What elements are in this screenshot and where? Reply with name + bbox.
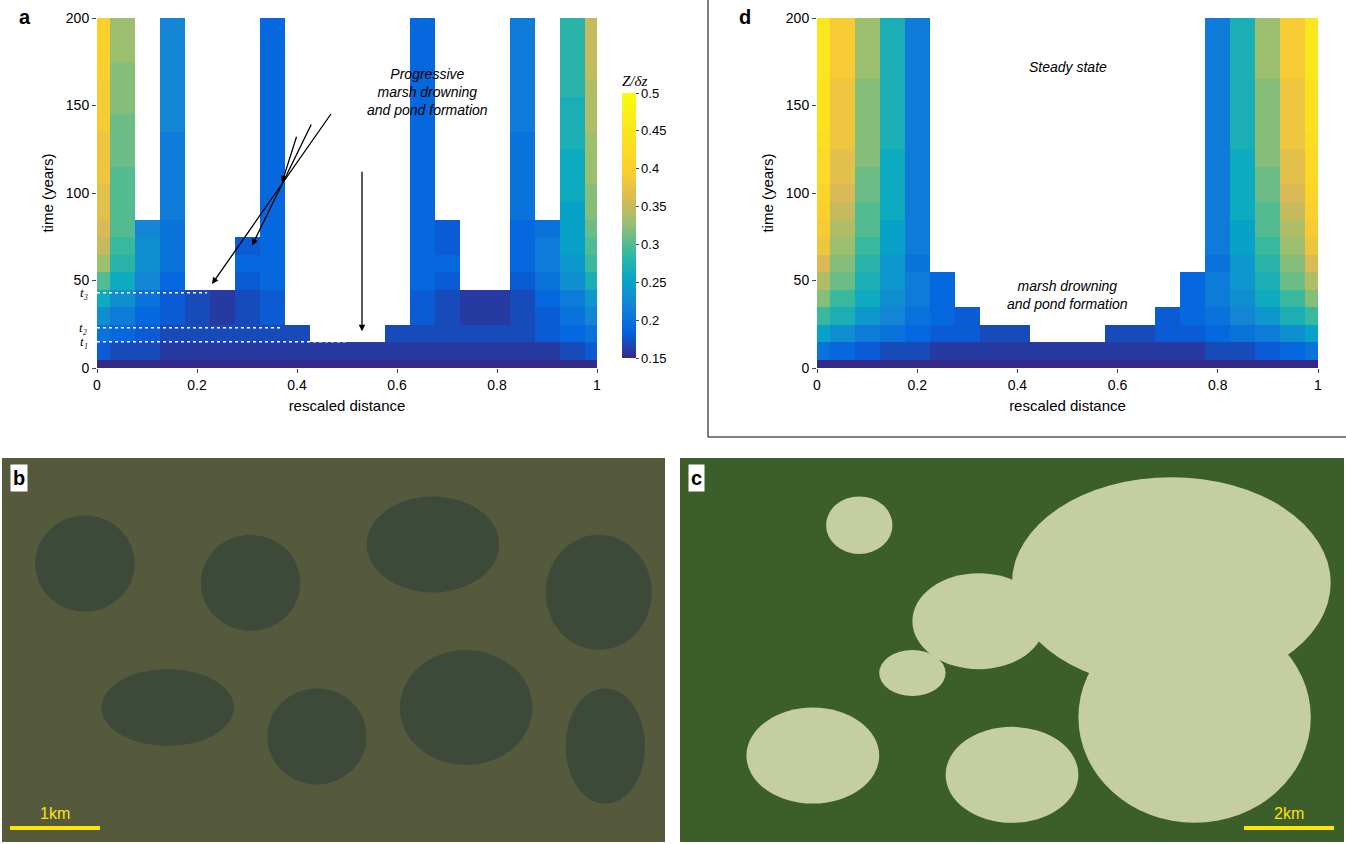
- svg-text:0.4: 0.4: [641, 161, 659, 176]
- svg-text:0.8: 0.8: [487, 377, 507, 393]
- svg-text:200: 200: [786, 10, 810, 26]
- svg-text:time (years): time (years): [759, 153, 776, 232]
- svg-text:rescaled distance: rescaled distance: [1009, 397, 1126, 414]
- svg-text:0.25: 0.25: [641, 275, 666, 290]
- svg-text:0.2: 0.2: [641, 313, 659, 328]
- svg-text:0.35: 0.35: [641, 199, 666, 214]
- svg-text:0: 0: [93, 377, 101, 393]
- svg-text:150: 150: [786, 97, 810, 113]
- svg-text:0.45: 0.45: [641, 123, 666, 138]
- svg-text:0: 0: [81, 360, 89, 376]
- svg-text:0.2: 0.2: [187, 377, 207, 393]
- svg-text:0: 0: [813, 377, 821, 393]
- svg-text:t₃: t₃: [80, 285, 88, 300]
- svg-text:0.8: 0.8: [1208, 377, 1228, 393]
- svg-text:d: d: [739, 6, 751, 28]
- svg-text:a: a: [19, 6, 31, 28]
- svg-text:Z/δz: Z/δz: [622, 73, 647, 89]
- svg-text:0.4: 0.4: [1008, 377, 1028, 393]
- svg-text:100: 100: [66, 185, 90, 201]
- svg-text:b: b: [13, 467, 25, 489]
- svg-text:1: 1: [1314, 377, 1322, 393]
- svg-text:150: 150: [66, 97, 90, 113]
- svg-text:1km: 1km: [40, 805, 70, 822]
- svg-text:100: 100: [786, 185, 810, 201]
- svg-text:0.15: 0.15: [641, 351, 666, 366]
- svg-text:t₁: t₁: [80, 334, 88, 349]
- svg-text:Progressivemarsh drowningand p: Progressivemarsh drowningand pond format…: [367, 66, 488, 118]
- svg-text:1: 1: [593, 377, 601, 393]
- svg-text:0.4: 0.4: [287, 377, 307, 393]
- svg-text:time (years): time (years): [39, 153, 56, 232]
- svg-text:0.6: 0.6: [387, 377, 407, 393]
- svg-text:0.5: 0.5: [641, 86, 659, 101]
- svg-text:0: 0: [801, 360, 809, 376]
- svg-text:rescaled distance: rescaled distance: [289, 397, 406, 414]
- svg-text:200: 200: [66, 10, 90, 26]
- svg-text:0.2: 0.2: [907, 377, 927, 393]
- svg-text:50: 50: [74, 272, 90, 288]
- svg-text:0.6: 0.6: [1108, 377, 1128, 393]
- svg-text:marsh drowningand pond formati: marsh drowningand pond formation: [1007, 278, 1128, 312]
- svg-text:c: c: [691, 467, 702, 489]
- svg-text:0.3: 0.3: [641, 237, 659, 252]
- svg-text:t₂: t₂: [79, 320, 88, 335]
- svg-text:2km: 2km: [1274, 805, 1304, 822]
- svg-text:50: 50: [794, 272, 810, 288]
- svg-text:Steady state: Steady state: [1029, 59, 1107, 75]
